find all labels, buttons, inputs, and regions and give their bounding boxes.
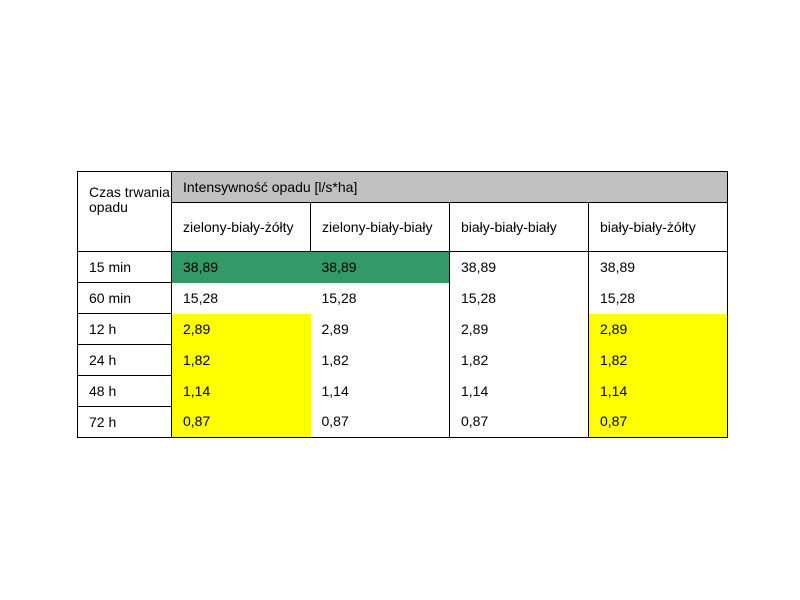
row-label: 15 min xyxy=(77,251,172,283)
table-cell: 1,82 xyxy=(310,344,450,376)
table-cell: 2,89 xyxy=(588,313,729,345)
table-cell: 2,89 xyxy=(310,313,450,345)
table-cell: 0,87 xyxy=(449,406,589,438)
table-cell: 1,14 xyxy=(588,375,729,407)
table-cell: 0,87 xyxy=(310,406,450,438)
table-cell: 0,87 xyxy=(171,406,311,438)
table-cell: 1,82 xyxy=(449,344,589,376)
table-cell: 38,89 xyxy=(171,251,311,283)
duration-header: Czas trwania opadu xyxy=(77,171,172,252)
table-cell: 38,89 xyxy=(449,251,589,283)
table-cell: 1,14 xyxy=(449,375,589,407)
table-cell: 38,89 xyxy=(588,251,729,283)
column-header: zielony-biały-żółty xyxy=(171,202,311,252)
table-cell: 38,89 xyxy=(310,251,450,283)
table-row: 72 h 0,87 0,87 0,87 0,87 xyxy=(77,406,729,438)
column-header: biały-biały-żółty xyxy=(588,202,729,252)
table-row: 60 min 15,28 15,28 15,28 15,28 xyxy=(77,282,729,314)
rainfall-intensity-table-container: Czas trwania opadu Intensywność opadu [l… xyxy=(77,171,729,438)
row-label: 24 h xyxy=(77,344,172,376)
row-label: 60 min xyxy=(77,282,172,314)
table-cell: 15,28 xyxy=(183,289,219,306)
table-row: 48 h 1,14 1,14 1,14 1,14 xyxy=(77,375,729,407)
table-cell: 1,82 xyxy=(588,344,729,376)
column-header: zielony-biały-biały xyxy=(310,202,450,252)
table-cell: 0,87 xyxy=(588,406,729,438)
table-cell: 1,82 xyxy=(171,344,311,376)
table-cell: 2,89 xyxy=(449,313,589,345)
intensity-group-header: Intensywność opadu [l/s*ha] xyxy=(171,171,729,203)
table-row: 15 min 38,89 38,89 38,89 38,89 xyxy=(77,251,729,283)
column-header: biały-biały-biały xyxy=(449,202,589,252)
table-cell: 1,14 xyxy=(171,375,311,407)
row-label: 48 h xyxy=(77,375,172,407)
row-label: 12 h xyxy=(77,313,172,345)
table-cell: 2,89 xyxy=(171,313,311,345)
table-row: 24 h 1,82 1,82 1,82 1,82 xyxy=(77,344,729,376)
table-cell: 15,28 xyxy=(310,282,450,314)
table-cell: 15,28 xyxy=(588,282,729,314)
rainfall-intensity-table: Czas trwania opadu Intensywność opadu [l… xyxy=(77,171,729,438)
row-label: 72 h xyxy=(77,406,172,438)
table-row: 12 h 2,89 2,89 2,89 2,89 xyxy=(77,313,729,345)
table-cell: 1,14 xyxy=(310,375,450,407)
table-cell: 15,28 xyxy=(449,282,589,314)
